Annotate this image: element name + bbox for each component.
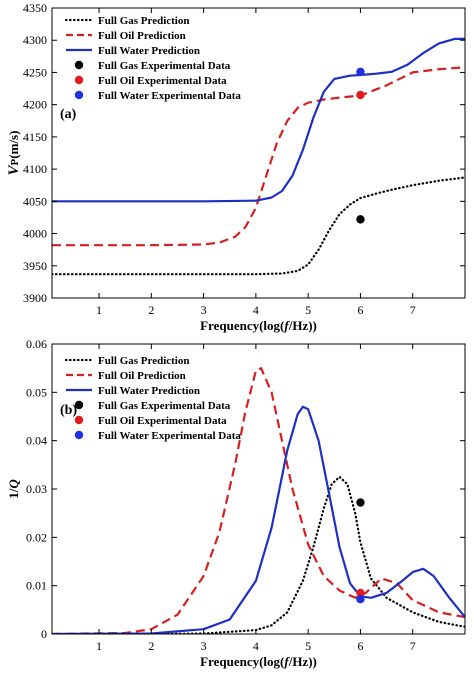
y-tick-label: 0.05 — [26, 385, 47, 399]
legend-label: Full Gas Prediction — [98, 15, 189, 27]
legend-marker — [74, 430, 84, 440]
legend-label: Full Water Prediction — [98, 45, 200, 57]
y-tick-label: 3900 — [23, 291, 47, 305]
y-tick-label: 0.03 — [26, 482, 47, 496]
legend-label: Full Oil Prediction — [98, 370, 186, 382]
legend-label: Full Gas Experimental Data — [98, 400, 231, 412]
legend-label: Full Oil Experimental Data — [98, 415, 227, 427]
series-line-full-oil-prediction — [52, 367, 465, 634]
x-tick-label: 2 — [148, 639, 154, 653]
y-tick-label: 0.01 — [26, 579, 47, 593]
chart-panel-a: 1 2 3 4 5 6 7 3900 3950 4000 4050 4100 4150 4200 4250 4… — [6, 1, 466, 333]
x-tick-label: 5 — [305, 639, 311, 653]
data-point-full-gas-experimental-data — [356, 215, 365, 224]
series-line-full-water-prediction — [52, 37, 465, 203]
y-tick-label: 4250 — [23, 65, 47, 79]
series-line-full-water-prediction — [52, 405, 465, 634]
x-tick-label: 6 — [357, 303, 363, 317]
y-tick-label: 0 — [41, 627, 47, 641]
y-axis-label: 1/Q — [6, 479, 21, 499]
x-tick-label: 4 — [253, 639, 259, 653]
x-tick-label: 1 — [96, 303, 102, 317]
panel-label: (b) — [60, 403, 77, 418]
legend-marker — [74, 60, 84, 70]
y-tick-label: 0.02 — [26, 530, 47, 544]
legend-label: Full Gas Experimental Data — [98, 60, 231, 72]
y-axis-label: VP(m/s) — [6, 131, 22, 176]
x-axis-label: Frequency(log(f/Hz)) — [200, 318, 317, 333]
chart-panel-b: 1 2 3 4 5 6 7 0 0.01 0.02 0.03 0.04 0.05 0.06 Frequenc… — [6, 337, 466, 669]
x-tick-label: 3 — [201, 303, 207, 317]
legend-label: Full Water Prediction — [98, 385, 200, 397]
y-tick-label: 4050 — [23, 194, 47, 208]
series-line-full-gas-prediction — [52, 475, 465, 634]
legend-label: Full Water Experimental Data — [98, 430, 241, 442]
y-tick-label: 4100 — [23, 162, 47, 176]
data-point-full-oil-experimental-data — [356, 588, 365, 598]
x-tick-label: 5 — [305, 303, 311, 317]
x-tick-label: 6 — [357, 639, 363, 653]
panel-label: (a) — [60, 107, 77, 122]
y-tick-label: 4150 — [23, 130, 47, 144]
legend-label: Full Oil Prediction — [98, 30, 186, 42]
data-point-full-gas-experimental-data — [356, 498, 365, 507]
legend-label: Full Water Experimental Data — [98, 90, 241, 102]
x-tick-label: 7 — [410, 303, 416, 317]
data-point-full-water-experimental-data — [356, 595, 365, 604]
legend-marker — [74, 75, 84, 85]
y-tick-label: 4300 — [23, 33, 47, 47]
legend-marker — [74, 400, 84, 410]
y-tick-label: 4350 — [23, 1, 47, 15]
y-tick-label: 0.06 — [26, 337, 47, 351]
data-point-full-oil-experimental-data — [356, 90, 365, 100]
x-tick-label: 3 — [201, 639, 207, 653]
series-line-full-gas-prediction — [52, 176, 465, 276]
legend-marker — [74, 415, 84, 425]
series-line-full-oil-prediction — [52, 66, 465, 247]
legend-marker — [74, 90, 84, 100]
y-tick-label: 3950 — [23, 259, 47, 273]
y-tick-label: 4200 — [23, 98, 47, 112]
y-tick-label: 4000 — [23, 227, 47, 241]
legend-label: Full Oil Experimental Data — [98, 75, 227, 87]
y-tick-label: 0.04 — [26, 434, 47, 448]
axes-frame — [51, 7, 466, 299]
x-tick-label: 7 — [410, 639, 416, 653]
x-tick-label: 1 — [96, 639, 102, 653]
x-tick-label: 2 — [148, 303, 154, 317]
legend-label: Full Gas Prediction — [98, 355, 189, 367]
x-axis-label: Frequency(log(f/Hz)) — [200, 654, 317, 669]
x-tick-label: 4 — [253, 303, 259, 317]
data-point-full-water-experimental-data — [356, 67, 365, 77]
